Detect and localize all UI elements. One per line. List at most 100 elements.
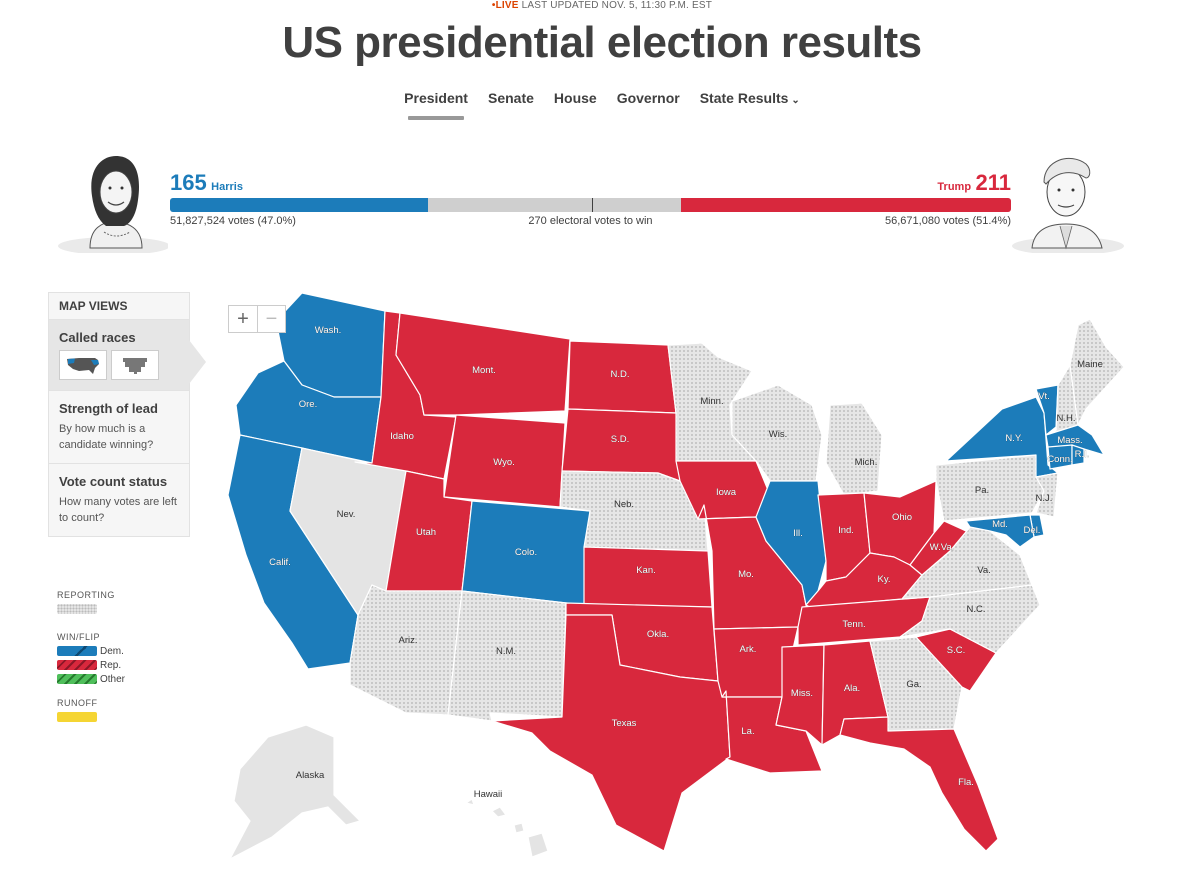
state-label-oh: Ohio bbox=[892, 512, 912, 523]
state-pa[interactable] bbox=[935, 454, 1045, 522]
state-label-az: Ariz. bbox=[399, 635, 418, 646]
harris-popular-votes: 51,827,524 votes (47.0%) bbox=[170, 215, 296, 227]
rep-swatch bbox=[57, 660, 97, 670]
cartogram-icon bbox=[123, 358, 147, 374]
state-label-pa: Pa. bbox=[975, 485, 989, 496]
dem-swatch bbox=[57, 646, 97, 656]
trump-popular-votes: 56,671,080 votes (51.4%) bbox=[885, 215, 1011, 227]
state-label-mo: Mo. bbox=[738, 569, 754, 580]
state-ak[interactable] bbox=[229, 724, 361, 860]
map-legend: REPORTING WIN/FLIP Dem. Rep. Other RUNOF… bbox=[57, 590, 125, 724]
harris-score: 165 Harris bbox=[170, 170, 243, 196]
zoom-controls: + − bbox=[228, 305, 286, 333]
state-label-co: Colo. bbox=[515, 547, 537, 558]
state-label-me: Maine bbox=[1077, 359, 1103, 370]
state-label-id: Idaho bbox=[390, 431, 414, 442]
win-threshold-marker bbox=[592, 198, 594, 212]
state-label-nc: N.C. bbox=[967, 604, 986, 615]
geographic-map-button[interactable] bbox=[59, 350, 107, 380]
state-label-wv: W.Va. bbox=[930, 542, 955, 553]
state-label-wi: Wis. bbox=[769, 429, 787, 440]
state-label-tn: Tenn. bbox=[842, 619, 865, 630]
legend-reporting-title: REPORTING bbox=[57, 590, 115, 600]
state-md[interactable] bbox=[965, 514, 1035, 548]
state-label-ok: Okla. bbox=[647, 629, 669, 640]
state-label-ga: Ga. bbox=[906, 679, 921, 690]
state-label-ri: R.I. bbox=[1075, 449, 1090, 460]
state-ny[interactable] bbox=[945, 396, 1059, 478]
zoom-in-button[interactable]: + bbox=[237, 307, 249, 330]
map-views-panel: MAP VIEWS Called races Strength bbox=[48, 292, 206, 537]
state-ks[interactable] bbox=[583, 546, 713, 608]
state-vt[interactable] bbox=[1035, 384, 1059, 436]
state-label-ma: Mass. bbox=[1057, 435, 1082, 446]
cartogram-map-button[interactable] bbox=[111, 350, 159, 380]
state-az[interactable] bbox=[349, 584, 463, 716]
state-label-ar: Ark. bbox=[740, 644, 757, 655]
tab-label: Governor bbox=[616, 90, 680, 106]
legend-rep-label: Rep. bbox=[100, 659, 122, 671]
trump-name: Trump bbox=[937, 181, 972, 193]
view-strength-of-lead[interactable]: Strength of lead By how much is a candid… bbox=[49, 391, 189, 464]
us-election-map[interactable]: Wash. Ore. Calif. Nev. Idaho Mont. Wyo. Utah Col… bbox=[210, 285, 1130, 875]
state-mt[interactable] bbox=[395, 312, 571, 416]
view-title: Called races bbox=[59, 330, 136, 345]
state-nj[interactable] bbox=[1035, 472, 1059, 518]
state-ri[interactable] bbox=[1071, 444, 1085, 466]
state-mi[interactable] bbox=[825, 402, 883, 496]
tab-state-results[interactable]: State Results ⌄ bbox=[700, 90, 800, 120]
state-label-al: Ala. bbox=[844, 683, 860, 694]
live-label: •LIVE bbox=[491, 0, 519, 11]
state-label-in: Ind. bbox=[838, 525, 854, 536]
tab-house[interactable]: House bbox=[554, 90, 597, 120]
tab-label: House bbox=[553, 90, 597, 106]
state-label-hi: Hawaii bbox=[474, 789, 503, 800]
state-wv[interactable] bbox=[909, 520, 971, 576]
state-label-md: Md. bbox=[992, 519, 1008, 530]
tab-senate[interactable]: Senate bbox=[488, 90, 534, 120]
tab-label: President bbox=[404, 90, 468, 106]
state-mn[interactable] bbox=[667, 342, 757, 462]
trump-score: Trump 211 bbox=[937, 170, 1011, 196]
state-label-ks: Kan. bbox=[636, 565, 656, 576]
view-title: Vote count status bbox=[59, 474, 168, 489]
state-label-mi: Mich. bbox=[855, 457, 878, 468]
state-label-il: Ill. bbox=[793, 528, 803, 539]
state-fl[interactable] bbox=[839, 716, 999, 852]
state-label-mn: Minn. bbox=[700, 396, 723, 407]
state-label-de: Del. bbox=[1024, 525, 1041, 536]
trump-ev: 211 bbox=[975, 170, 1012, 195]
state-hi[interactable] bbox=[465, 798, 549, 858]
chevron-down-icon: ⌄ bbox=[791, 95, 800, 106]
state-label-ky: Ky. bbox=[877, 574, 890, 585]
state-label-wy: Wyo. bbox=[493, 457, 515, 468]
view-vote-count-status[interactable]: Vote count status How many votes are lef… bbox=[49, 464, 189, 536]
state-label-nd: N.D. bbox=[611, 369, 630, 380]
state-tx[interactable] bbox=[491, 614, 731, 852]
trump-portrait-image bbox=[1012, 157, 1124, 253]
trump-ev-fill bbox=[681, 198, 1011, 212]
state-me[interactable] bbox=[1069, 318, 1125, 426]
electoral-vote-bar bbox=[170, 198, 1011, 212]
state-label-la: La. bbox=[741, 726, 754, 737]
state-label-ms: Miss. bbox=[791, 688, 813, 699]
state-label-nh: N.H. bbox=[1057, 413, 1076, 424]
legend-other-label: Other bbox=[100, 673, 126, 685]
state-nc[interactable] bbox=[899, 584, 1041, 654]
state-sd[interactable] bbox=[561, 408, 681, 482]
live-status-line: •LIVE LAST UPDATED NOV. 5, 11:30 P.M. ES… bbox=[0, 0, 1204, 11]
map-views-header: MAP VIEWS bbox=[49, 293, 189, 320]
state-label-sc: S.C. bbox=[947, 645, 965, 656]
state-label-or: Ore. bbox=[299, 399, 317, 410]
tab-governor[interactable]: Governor bbox=[617, 90, 680, 120]
harris-portrait-image bbox=[58, 156, 168, 253]
last-updated: LAST UPDATED NOV. 5, 11:30 P.M. EST bbox=[521, 0, 713, 11]
legend-runoff-title: RUNOFF bbox=[57, 698, 98, 708]
view-called-races[interactable]: Called races bbox=[49, 320, 206, 391]
state-label-ut: Utah bbox=[416, 527, 436, 538]
tab-president[interactable]: President bbox=[404, 90, 468, 120]
tab-label: Senate bbox=[487, 90, 534, 106]
runoff-swatch bbox=[57, 712, 97, 722]
state-label-ct: Conn. bbox=[1047, 454, 1072, 465]
zoom-out-button[interactable]: − bbox=[257, 306, 285, 332]
